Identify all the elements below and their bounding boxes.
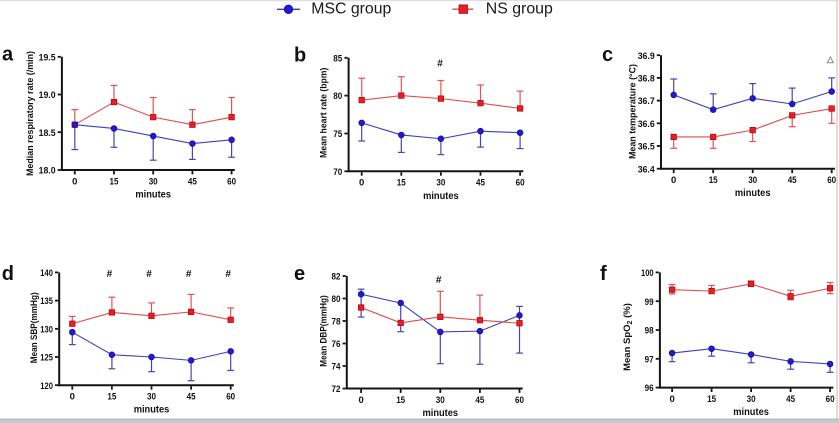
svg-text:Mean SBP(mmHg): Mean SBP(mmHg) — [29, 292, 40, 363]
svg-text:60: 60 — [226, 392, 235, 403]
svg-text:70: 70 — [333, 167, 342, 178]
svg-text:#: # — [146, 269, 152, 280]
svg-text:60: 60 — [515, 395, 524, 406]
svg-text:#: # — [225, 269, 231, 280]
svg-text:30: 30 — [747, 394, 756, 405]
svg-text:45: 45 — [786, 394, 796, 405]
svg-text:60: 60 — [827, 175, 836, 186]
svg-text:15: 15 — [110, 176, 120, 187]
svg-text:60: 60 — [516, 178, 525, 189]
svg-text:Mean temperature (°C): Mean temperature (°C) — [628, 64, 639, 159]
svg-text:99: 99 — [645, 297, 654, 308]
svg-text:19.0: 19.0 — [39, 90, 56, 101]
svg-text:100: 100 — [641, 268, 654, 279]
svg-text:#: # — [107, 269, 113, 280]
svg-text:125: 125 — [40, 353, 53, 364]
svg-text:45: 45 — [188, 176, 198, 187]
svg-text:30: 30 — [436, 178, 445, 189]
svg-text:15: 15 — [709, 175, 719, 186]
svg-text:36.9: 36.9 — [638, 51, 655, 62]
svg-text:36.5: 36.5 — [638, 142, 656, 153]
svg-text:#: # — [436, 275, 442, 286]
svg-text:c: c — [602, 44, 613, 66]
svg-text:Mean heart rate (bpm): Mean heart rate (bpm) — [319, 68, 330, 158]
svg-text:minutes: minutes — [735, 188, 771, 199]
svg-text:0: 0 — [72, 176, 77, 187]
svg-text:30: 30 — [147, 392, 156, 403]
svg-text:#: # — [437, 58, 443, 69]
svg-text:45: 45 — [187, 392, 197, 403]
svg-text:60: 60 — [227, 176, 236, 187]
svg-text:d: d — [2, 263, 14, 285]
svg-text:30: 30 — [436, 395, 445, 406]
svg-text:15: 15 — [707, 394, 717, 405]
svg-text:Mean SpO2 (%): Mean SpO2 (%) — [622, 303, 634, 371]
svg-text:36.4: 36.4 — [638, 164, 656, 175]
svg-text:130: 130 — [40, 324, 53, 335]
svg-text:0: 0 — [671, 175, 676, 186]
svg-text:120: 120 — [40, 381, 53, 392]
svg-text:b: b — [294, 44, 306, 66]
svg-text:75: 75 — [333, 129, 343, 140]
svg-text:36.6: 36.6 — [638, 119, 655, 130]
svg-text:76: 76 — [332, 339, 341, 350]
svg-text:45: 45 — [475, 395, 485, 406]
svg-text:15: 15 — [397, 178, 407, 189]
svg-text:0: 0 — [358, 395, 363, 406]
svg-text:0: 0 — [70, 392, 75, 403]
svg-text:36.7: 36.7 — [638, 96, 655, 107]
svg-text:60: 60 — [826, 394, 835, 405]
svg-text:30: 30 — [748, 175, 757, 186]
svg-text:f: f — [600, 263, 607, 285]
svg-text:74: 74 — [332, 362, 342, 373]
svg-text:18.5: 18.5 — [39, 128, 57, 139]
svg-text:minutes: minutes — [423, 408, 459, 419]
svg-text:0: 0 — [359, 178, 364, 189]
svg-text:minutes: minutes — [134, 405, 170, 416]
svg-text:Median respiratory rate (/min): Median respiratory rate (/min) — [25, 51, 36, 176]
svg-text:minutes: minutes — [733, 407, 769, 418]
svg-text:15: 15 — [396, 395, 406, 406]
svg-text:15: 15 — [107, 392, 117, 403]
svg-text:a: a — [2, 44, 14, 66]
svg-text:NS group: NS group — [486, 1, 553, 18]
svg-text:19.5: 19.5 — [39, 52, 57, 63]
svg-text:45: 45 — [788, 175, 798, 186]
svg-text:e: e — [294, 263, 305, 285]
svg-text:80: 80 — [333, 91, 342, 102]
svg-text:80: 80 — [332, 294, 341, 305]
svg-text:minutes: minutes — [135, 190, 171, 201]
svg-text:82: 82 — [332, 272, 341, 283]
svg-text:45: 45 — [476, 178, 486, 189]
svg-text:30: 30 — [149, 176, 158, 187]
svg-text:135: 135 — [40, 296, 53, 307]
svg-text:72: 72 — [332, 384, 341, 395]
svg-text:98: 98 — [645, 326, 654, 337]
svg-text:18.0: 18.0 — [39, 166, 56, 177]
svg-text:MSC group: MSC group — [311, 1, 391, 18]
svg-text:78: 78 — [332, 317, 341, 328]
svg-text:85: 85 — [333, 53, 343, 64]
svg-text:0: 0 — [669, 394, 674, 405]
svg-text:Mean DBP(mmHg): Mean DBP(mmHg) — [318, 295, 329, 367]
svg-text:96: 96 — [645, 383, 654, 394]
svg-text:minutes: minutes — [423, 191, 459, 202]
svg-text:36.8: 36.8 — [638, 74, 655, 85]
svg-text:140: 140 — [40, 268, 53, 279]
svg-text:#: # — [186, 269, 192, 280]
svg-text:97: 97 — [645, 354, 654, 365]
